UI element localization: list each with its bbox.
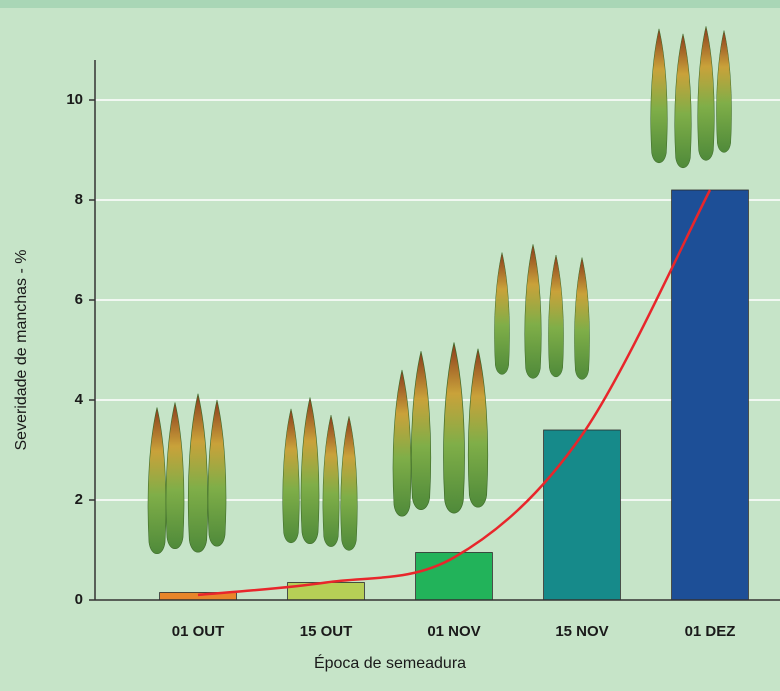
x-tick-label: 15 OUT bbox=[300, 623, 353, 640]
x-axis-title: Época de semeadura bbox=[314, 653, 466, 672]
x-tick-label: 15 NOV bbox=[555, 623, 608, 640]
leaf-illustrations bbox=[147, 25, 732, 555]
top-band bbox=[0, 0, 780, 8]
y-tick-label: 0 bbox=[75, 591, 83, 608]
trend-curve bbox=[197, 189, 712, 597]
y-tick-label: 8 bbox=[75, 191, 83, 208]
y-axis-title: Severidade de manchas - % bbox=[13, 250, 30, 451]
x-tick-label: 01 DEZ bbox=[685, 623, 736, 640]
bar bbox=[543, 429, 621, 601]
bar bbox=[415, 552, 493, 601]
y-tick-label: 6 bbox=[75, 291, 83, 308]
bar bbox=[671, 189, 749, 601]
y-tick-label: 4 bbox=[75, 391, 84, 408]
y-tick-label: 10 bbox=[66, 91, 83, 108]
y-tick-label: 2 bbox=[75, 491, 83, 508]
x-tick-label: 01 OUT bbox=[172, 623, 225, 640]
x-tick-label: 01 NOV bbox=[427, 623, 480, 640]
